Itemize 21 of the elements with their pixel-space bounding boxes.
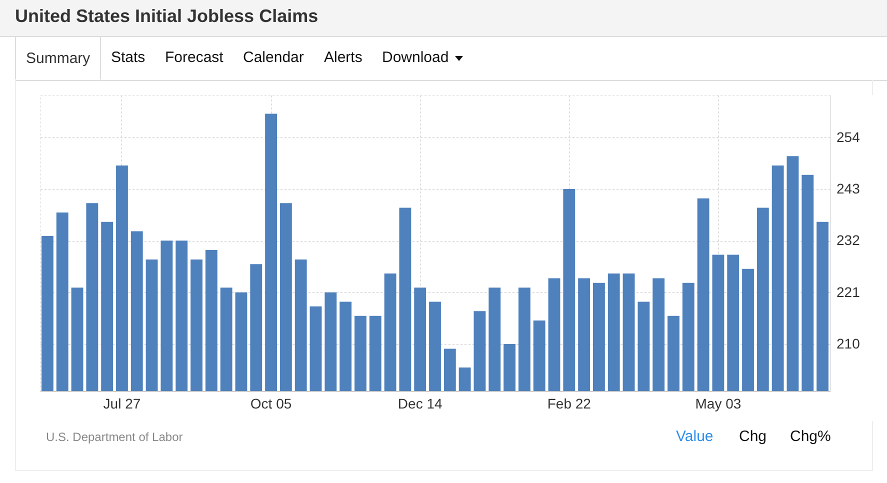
chart-title: United States Initial Jobless Claims: [15, 6, 318, 27]
text: Chg%: [790, 428, 831, 445]
text: Value: [676, 428, 714, 445]
x-tick-label: Jul 27: [103, 396, 141, 412]
x-tick-label: May 03: [695, 396, 742, 412]
text: Calendar: [243, 49, 304, 66]
text: Chg: [739, 428, 767, 445]
y-tick-label: 254: [836, 128, 860, 145]
y-tick-label: 243: [836, 180, 860, 196]
x-tick-label: Oct 05: [250, 396, 292, 412]
x-tick-label: Dec 14: [398, 396, 442, 412]
text: Stats: [111, 49, 146, 66]
y-tick-label: 210: [836, 336, 860, 352]
x-tick-label: Feb 22: [547, 396, 592, 412]
text: Summary: [15, 37, 102, 80]
text: Alerts: [324, 49, 362, 66]
y-tick-label: 232: [836, 232, 860, 248]
text: Download: [382, 49, 450, 66]
y-tick-label: 221: [836, 284, 860, 300]
text: U.S. Department of Labor: [46, 430, 183, 444]
text: Forecast: [165, 49, 224, 66]
